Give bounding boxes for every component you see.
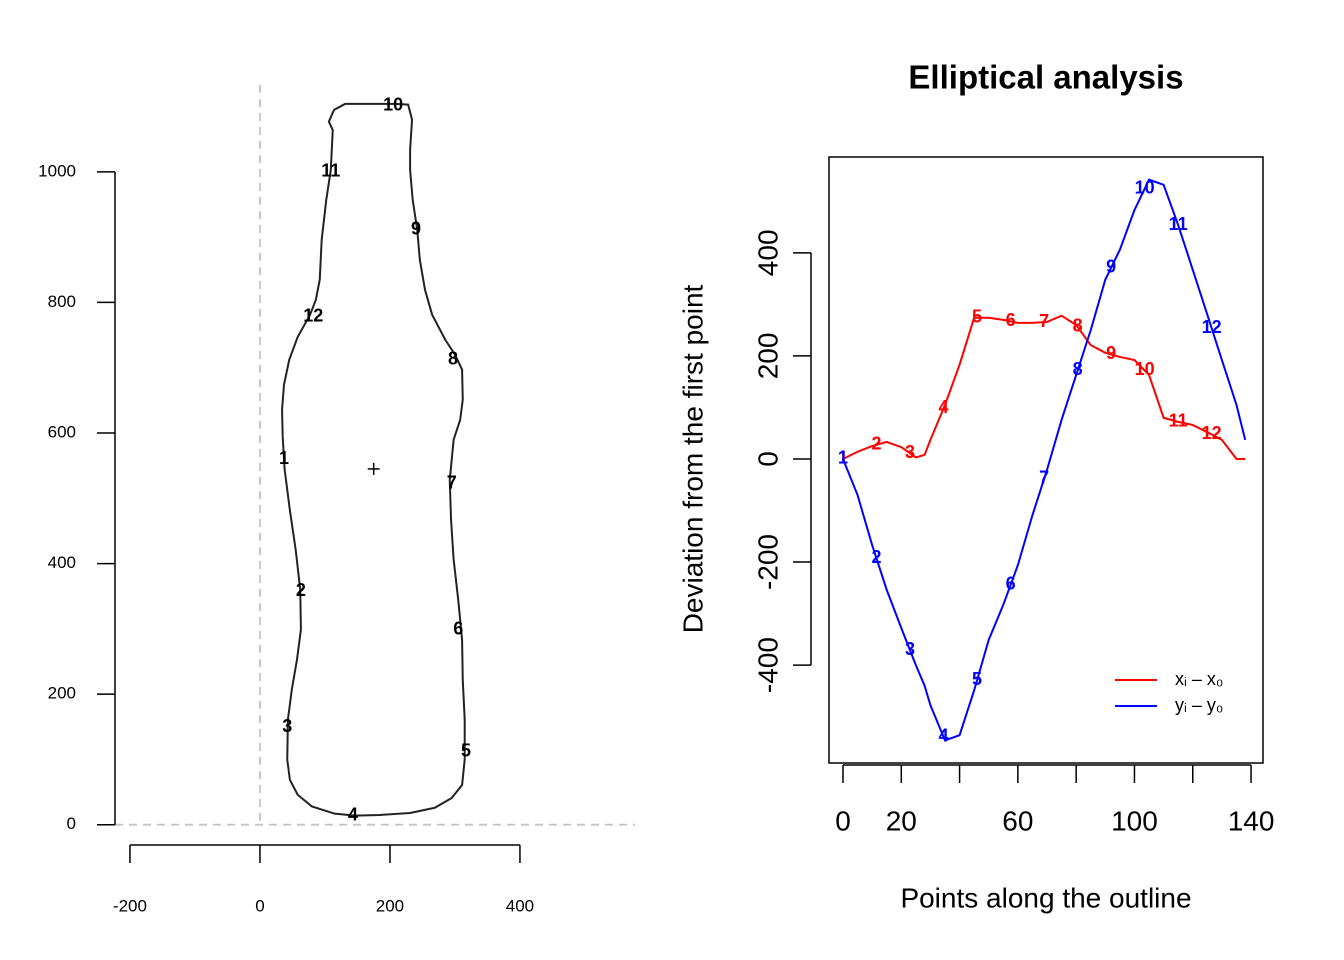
point-label: 12 (1202, 317, 1222, 337)
point-label: 11 (1169, 214, 1188, 234)
y-tick-label: 800 (48, 292, 76, 311)
point-label: 4 (348, 804, 358, 824)
point-label: 9 (1106, 256, 1116, 276)
x-tick-label: 200 (376, 896, 404, 915)
x-tick-label: 60 (1002, 805, 1033, 836)
point-label: 7 (1039, 311, 1049, 331)
point-label: 2 (872, 434, 882, 454)
point-label: 6 (453, 618, 463, 638)
legend-label: xᵢ – x₀ (1175, 669, 1223, 689)
plot-box (828, 156, 1264, 764)
point-label: 1 (838, 448, 848, 468)
x-tick-label: 140 (1228, 805, 1275, 836)
chart-title: Elliptical analysis (908, 59, 1183, 96)
y-tick-label: 200 (48, 684, 76, 703)
y-tick-label: 200 (752, 333, 783, 380)
point-label: 7 (1039, 468, 1049, 488)
y-tick-label: -400 (752, 637, 783, 693)
point-label: 4 (939, 397, 949, 417)
outline (281, 102, 466, 817)
point-label: 3 (905, 442, 915, 462)
x-tick-label: 100 (1111, 805, 1158, 836)
x-tick-label: 400 (506, 896, 534, 915)
point-label: 3 (282, 716, 292, 736)
x-tick-label: 0 (255, 896, 264, 915)
point-label: 9 (1106, 343, 1116, 363)
y-axis-title: Deviation from the first point (677, 284, 708, 633)
x-tick-label: -200 (113, 896, 147, 915)
point-label: 8 (1073, 316, 1083, 336)
point-label: 5 (972, 307, 982, 327)
point-label: 10 (1135, 359, 1155, 379)
series-line (842, 314, 1246, 460)
y-tick-label: 0 (67, 814, 76, 833)
point-label: 10 (1135, 178, 1155, 198)
point-label: 11 (321, 161, 340, 181)
series-line (842, 178, 1247, 742)
legend-label: yᵢ – y₀ (1175, 695, 1223, 715)
point-label: 6 (1006, 574, 1016, 594)
point-label: 8 (1073, 359, 1083, 379)
x-axis-title: Points along the outline (900, 882, 1191, 913)
y-tick-label: 600 (48, 422, 76, 441)
point-label: 12 (303, 306, 323, 326)
point-label: 6 (1006, 310, 1016, 330)
y-tick-label: 1000 (38, 161, 76, 180)
point-label: 3 (905, 639, 915, 659)
point-label: 10 (383, 95, 403, 115)
point-label: 2 (872, 547, 882, 567)
point-label: 7 (447, 473, 457, 493)
x-tick-label: 20 (886, 805, 917, 836)
point-label: 11 (1169, 411, 1188, 431)
y-tick-label: 400 (752, 229, 783, 276)
point-label: 2 (296, 580, 306, 600)
point-label: 9 (411, 219, 421, 239)
point-label: 8 (448, 349, 458, 369)
point-label: 4 (939, 726, 949, 746)
point-label: 12 (1202, 423, 1222, 443)
point-label: 5 (461, 740, 471, 760)
x-tick-label: 0 (835, 805, 851, 836)
point-label: 1 (838, 448, 848, 468)
y-tick-label: 0 (752, 451, 783, 467)
y-tick-label: 400 (48, 553, 76, 572)
point-label: 5 (972, 669, 982, 689)
point-label: 1 (279, 448, 289, 468)
y-tick-label: -200 (752, 534, 783, 590)
